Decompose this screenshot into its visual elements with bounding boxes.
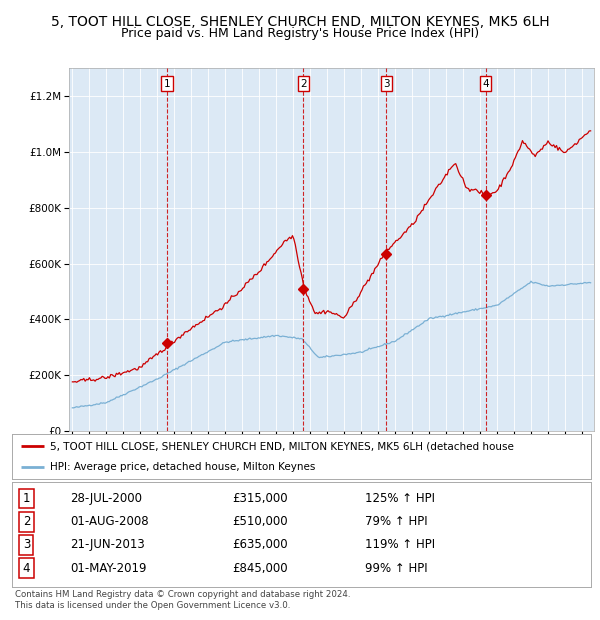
Text: 125% ↑ HPI: 125% ↑ HPI (365, 492, 435, 505)
Text: 3: 3 (23, 539, 30, 551)
Text: 4: 4 (23, 562, 30, 575)
Text: 4: 4 (482, 79, 489, 89)
Text: Price paid vs. HM Land Registry's House Price Index (HPI): Price paid vs. HM Land Registry's House … (121, 27, 479, 40)
Text: 1: 1 (164, 79, 170, 89)
Text: 2: 2 (300, 79, 307, 89)
Text: £635,000: £635,000 (232, 539, 287, 551)
Text: 79% ↑ HPI: 79% ↑ HPI (365, 515, 428, 528)
Text: Contains HM Land Registry data © Crown copyright and database right 2024.
This d: Contains HM Land Registry data © Crown c… (15, 590, 350, 609)
Text: 5, TOOT HILL CLOSE, SHENLEY CHURCH END, MILTON KEYNES, MK5 6LH: 5, TOOT HILL CLOSE, SHENLEY CHURCH END, … (50, 16, 550, 30)
Text: £315,000: £315,000 (232, 492, 287, 505)
Text: 01-AUG-2008: 01-AUG-2008 (70, 515, 149, 528)
Text: 21-JUN-2013: 21-JUN-2013 (70, 539, 145, 551)
Text: 3: 3 (383, 79, 389, 89)
Text: £510,000: £510,000 (232, 515, 287, 528)
Text: 1: 1 (23, 492, 30, 505)
Text: 2: 2 (23, 515, 30, 528)
Text: £845,000: £845,000 (232, 562, 287, 575)
Text: 01-MAY-2019: 01-MAY-2019 (70, 562, 146, 575)
Text: 5, TOOT HILL CLOSE, SHENLEY CHURCH END, MILTON KEYNES, MK5 6LH (detached house: 5, TOOT HILL CLOSE, SHENLEY CHURCH END, … (50, 441, 514, 451)
Text: 99% ↑ HPI: 99% ↑ HPI (365, 562, 428, 575)
Text: 28-JUL-2000: 28-JUL-2000 (70, 492, 142, 505)
Text: HPI: Average price, detached house, Milton Keynes: HPI: Average price, detached house, Milt… (50, 463, 315, 472)
Text: 119% ↑ HPI: 119% ↑ HPI (365, 539, 436, 551)
